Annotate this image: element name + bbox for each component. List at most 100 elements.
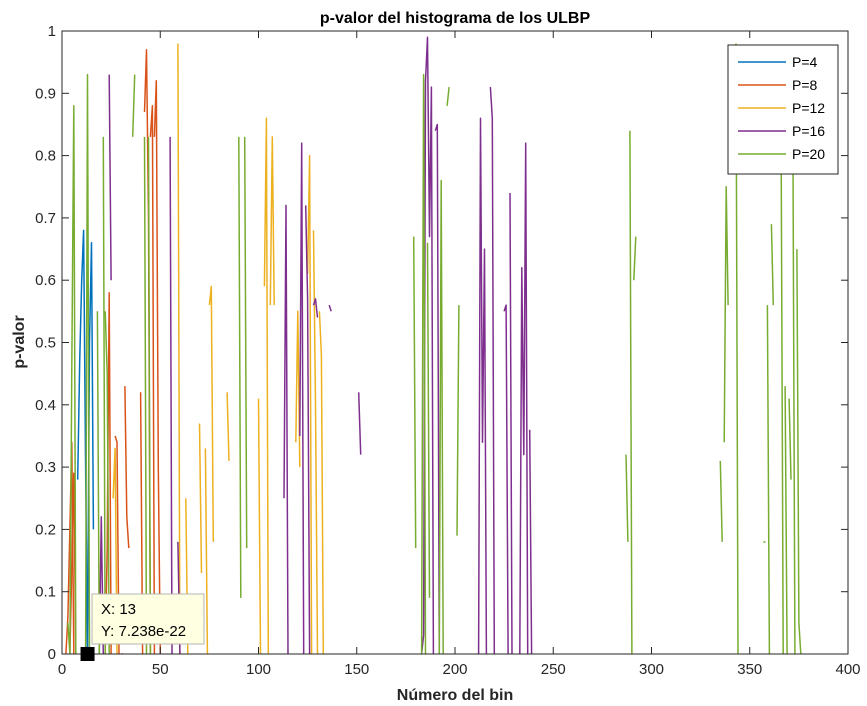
legend-label: P=4 (792, 54, 818, 70)
series-line-segment (446, 87, 450, 106)
series-line-segment (528, 429, 533, 654)
series-line-segment (84, 73, 91, 654)
series-line-segment (788, 398, 792, 480)
legend-label: P=16 (792, 123, 825, 139)
series-line-segment (108, 74, 112, 281)
series-line-segment (124, 386, 130, 549)
x-tick-label: 0 (58, 661, 66, 678)
y-tick-label: 0.9 (35, 85, 56, 102)
series-line-segment (243, 136, 248, 549)
legend-label: P=20 (792, 146, 825, 162)
x-axis-title: Número del bin (397, 687, 513, 704)
y-tick-label: 1 (48, 23, 56, 40)
y-tick-label: 0.8 (35, 148, 56, 165)
legend-box (727, 44, 839, 175)
series-line-segment (412, 236, 417, 549)
x-tick-label: 50 (152, 661, 169, 678)
data-tip[interactable]: X: 13 Y: 7.238e-22 (80, 593, 205, 661)
y-tick-label: 0.2 (35, 521, 56, 538)
x-tick-label: 250 (541, 661, 566, 678)
series-line-segment (770, 224, 775, 306)
series-line-segment (503, 304, 509, 654)
series-line-segment (299, 142, 305, 654)
series-p-16 (98, 36, 533, 654)
x-tick-label: 150 (344, 661, 369, 678)
series-line-segment (312, 298, 319, 318)
series-line-segment (112, 447, 118, 654)
series-line-segment (257, 398, 262, 654)
x-tick-label: 100 (246, 661, 271, 678)
y-tick-label: 0.3 (35, 459, 56, 476)
series-line-segment (456, 305, 460, 536)
data-tip-box (91, 593, 205, 645)
data-tip-marker[interactable] (80, 647, 95, 661)
series-line-segment (792, 161, 796, 654)
series-line-segment (67, 105, 77, 654)
axis-ticks: 0 50 100 150 200 250 300 350 400 0 0.1 0.2 0.3 0.4 0.5… (35, 23, 860, 678)
series-line-segment (625, 454, 629, 542)
series-line-segment (312, 230, 319, 654)
series-line-segment (719, 460, 723, 542)
legend-label: P=12 (792, 100, 825, 116)
series-line-segment (426, 242, 431, 598)
series-p-12 (112, 43, 325, 654)
y-tick-label: 0.5 (35, 335, 56, 352)
series-line-segment (796, 249, 802, 654)
series-line-segment (780, 161, 784, 654)
series-line-segment (420, 36, 435, 654)
series-line-segment (198, 423, 203, 574)
legend-label: P=8 (792, 77, 818, 93)
y-tick-label: 0.6 (35, 272, 56, 289)
series-line-segment (784, 386, 788, 654)
series-line-segment (102, 136, 106, 654)
series-line-segment (177, 43, 181, 654)
series-line-segment (629, 130, 633, 654)
series-line-segment (208, 285, 215, 542)
series-line-segment (269, 136, 275, 306)
series-line-segment (328, 304, 332, 312)
y-tick-label: 0.4 (35, 397, 56, 414)
series-line-segment (114, 435, 120, 654)
series-line-segment (306, 154, 313, 654)
y-tick-label: 0.1 (35, 584, 56, 601)
series-line-segment (238, 136, 242, 598)
data-tip-y: Y: 7.238e-22 (101, 623, 186, 640)
series-line-segment (420, 73, 427, 654)
y-tick-label: 0 (48, 646, 56, 663)
series-line-segment (434, 123, 441, 654)
y-tick-label: 0.7 (35, 210, 56, 227)
x-tick-label: 350 (737, 661, 762, 678)
x-tick-label: 300 (639, 661, 664, 678)
series-line-segment (519, 142, 529, 654)
series-line-segment (489, 87, 496, 654)
series-line-segment (263, 117, 270, 654)
series-line-segment (295, 310, 301, 468)
series-line-segment (169, 136, 173, 654)
legend: P=4 P=8 P=12 P=16 P=20 (727, 44, 839, 175)
series-line-segment (357, 392, 362, 455)
series-line-segment (438, 179, 444, 654)
series-line-segment (226, 392, 230, 461)
data-tip-x: X: 13 (101, 601, 136, 618)
series-line-segment (304, 205, 311, 654)
x-tick-label: 400 (835, 661, 860, 678)
plot-area (62, 31, 848, 654)
series-line-segment (509, 192, 513, 654)
x-tick-label: 200 (442, 661, 467, 678)
y-axis-title: p-valor (11, 315, 28, 368)
series-line-segment (149, 105, 156, 654)
series-line-segment (477, 117, 488, 654)
series-line-segment (633, 236, 637, 281)
series-line-segment (723, 186, 729, 443)
series-line-segment (204, 448, 209, 654)
series-line-segment (104, 311, 110, 654)
series-line-segment (153, 80, 162, 654)
chart-title: p-valor del histograma de los ULBP (320, 10, 591, 27)
series-line-segment (283, 204, 289, 654)
series-line-segment (131, 74, 136, 137)
series-line-segment (318, 311, 325, 654)
series-line-segment (147, 136, 152, 654)
series-line-segment (766, 305, 771, 654)
series-line-segment (143, 136, 148, 654)
